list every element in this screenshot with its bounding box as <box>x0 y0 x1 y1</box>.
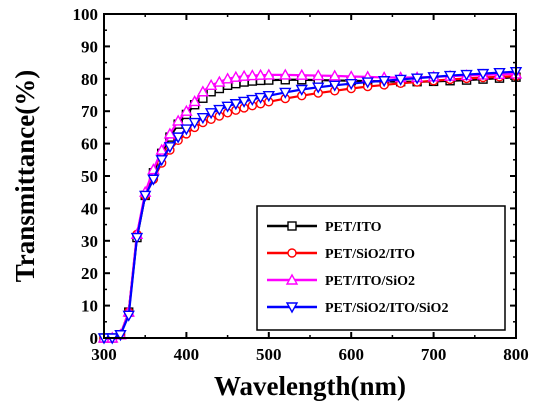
legend-item: PET/SiO2/ITO/SiO2 <box>267 301 448 316</box>
data-point <box>130 232 144 245</box>
data-point <box>312 82 325 94</box>
data-point <box>460 69 473 82</box>
legend-label: PET/ITO <box>325 220 382 235</box>
x-tick-label: 500 <box>256 345 282 364</box>
data-point <box>229 99 243 111</box>
data-point <box>427 72 440 84</box>
data-point <box>262 68 275 80</box>
legend-marker <box>285 273 299 285</box>
legend-marker <box>285 302 299 314</box>
data-point <box>180 124 193 136</box>
legend-label: PET/SiO2/ITO <box>325 247 415 262</box>
y-tick-label: 50 <box>81 167 98 186</box>
legend: PET/ITO PET/SiO2/ITO PET/ITO/SiO2 PET/SiO2/… <box>256 205 506 331</box>
data-point <box>163 142 177 154</box>
data-point <box>139 190 152 202</box>
data-point <box>377 76 391 88</box>
data-point <box>312 69 325 81</box>
y-tick-label: 80 <box>81 70 98 89</box>
data-point <box>246 94 259 106</box>
data-point <box>279 68 292 80</box>
x-axis-title: Wavelength(nm) <box>214 371 406 401</box>
data-point <box>171 114 185 126</box>
data-point <box>204 108 218 120</box>
x-tick-label: 600 <box>338 345 364 364</box>
data-point <box>254 68 267 80</box>
y-tick-label: 20 <box>81 264 98 283</box>
data-point <box>221 101 234 113</box>
data-series <box>97 66 523 345</box>
y-axis-title: Transmittance(%) <box>10 70 40 282</box>
data-point <box>155 155 168 167</box>
y-tick-label: 60 <box>81 135 98 154</box>
data-point <box>155 143 168 155</box>
data-point <box>171 132 185 144</box>
data-point <box>180 104 193 116</box>
data-point <box>237 96 251 108</box>
data-point <box>213 104 226 117</box>
legend-item: PET/SiO2/ITO <box>267 247 415 262</box>
data-point <box>246 69 259 81</box>
x-tick-label: 400 <box>174 345 200 364</box>
data-point <box>443 70 457 83</box>
x-tick-label: 800 <box>503 345 529 364</box>
data-point <box>114 330 127 342</box>
data-point <box>476 68 490 81</box>
legend-marker <box>287 248 297 258</box>
plot-frame <box>103 13 517 339</box>
data-point <box>410 73 424 85</box>
x-tick-label: 700 <box>421 345 447 364</box>
series-3 <box>97 66 523 345</box>
y-tick-label: 100 <box>73 5 99 24</box>
data-point <box>147 174 160 186</box>
data-point <box>345 78 358 91</box>
legend-label: PET/SiO2/ITO/SiO2 <box>325 301 448 316</box>
legend-marker <box>287 221 297 231</box>
x-tick-label: 300 <box>91 345 117 364</box>
data-point <box>361 77 374 89</box>
y-tick-label: 30 <box>81 232 98 251</box>
y-tick-label: 0 <box>90 329 99 348</box>
data-point <box>328 80 341 92</box>
data-point <box>279 87 292 99</box>
data-point <box>229 70 243 82</box>
data-point <box>196 112 210 125</box>
y-tick-label: 70 <box>81 102 98 121</box>
data-point <box>394 74 407 86</box>
data-point <box>188 95 201 107</box>
data-point <box>262 90 275 103</box>
data-point <box>213 75 226 87</box>
y-tick-label: 40 <box>81 199 98 218</box>
data-point <box>196 85 210 97</box>
legend-item: PET/ITO <box>267 220 382 235</box>
y-tick-label: 10 <box>81 297 98 316</box>
y-tick-label: 90 <box>81 37 98 56</box>
data-point <box>493 67 506 80</box>
data-point <box>188 117 201 129</box>
data-point <box>254 92 267 105</box>
data-point <box>328 69 341 81</box>
data-point <box>295 68 308 80</box>
legend-item: PET/ITO/SiO2 <box>267 273 415 289</box>
data-point <box>295 84 308 96</box>
data-point <box>122 310 135 322</box>
data-point <box>204 78 218 90</box>
data-point <box>221 72 234 84</box>
legend-label: PET/ITO/SiO2 <box>325 274 415 289</box>
data-point <box>163 127 177 139</box>
data-point <box>237 69 251 81</box>
